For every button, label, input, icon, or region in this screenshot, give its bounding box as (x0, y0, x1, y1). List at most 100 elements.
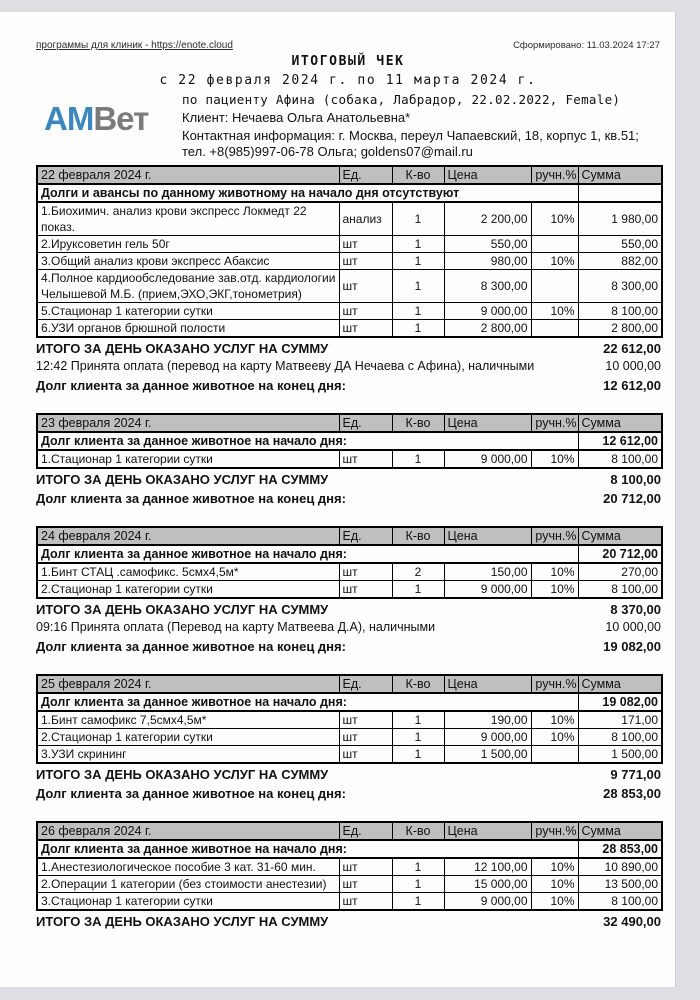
item-unit-cell: шт (338, 302, 393, 320)
day-total-label: ИТОГО ЗА ДЕНЬ ОКАЗАНО УСЛУГ НА СУММУ (36, 472, 329, 487)
item-sum-cell: 8 300,00 (577, 269, 663, 303)
item-manual-discount-cell: 10% (530, 728, 579, 746)
item-unit-cell: шт (338, 710, 393, 729)
table-row: 3.Общий анализ крови экспресс Абаксис шт 1… (36, 252, 663, 270)
column-header: ручн.% (530, 165, 579, 185)
item-name-cell: 3.УЗИ скрининг (36, 745, 340, 764)
item-manual-discount-cell: 10% (530, 710, 579, 729)
closing-balance-value: 19 082,00 (603, 639, 661, 654)
item-unit-cell: шт (338, 580, 393, 599)
receipt-page: программы для клиник - https://enote.clo… (0, 12, 676, 987)
item-qty-cell: 2 (391, 562, 445, 581)
item-sum-cell: 2 800,00 (577, 319, 663, 338)
payment-text: 12:42 Принята оплата (перевод на карту М… (36, 359, 535, 373)
column-header: К-во (391, 165, 445, 185)
day-date-header: 23 февраля 2024 г. (36, 413, 340, 433)
item-name-cell: 3.Общий анализ крови экспресс Абаксис (36, 252, 340, 270)
item-sum-cell: 8 100,00 (577, 449, 663, 469)
item-qty-cell: 1 (391, 875, 445, 893)
item-manual-discount-cell: 10% (530, 449, 579, 469)
table-row: 2.Стационар 1 категории сутки шт 1 9 000,00… (36, 728, 663, 746)
table-header-row: 26 февраля 2024 г. Ед. К-во Цена ручн.% Сумма (36, 821, 663, 841)
item-unit-cell: анализ (338, 201, 393, 236)
payment-line: 12:42 Принята оплата (перевод на карту М… (36, 357, 661, 375)
logo-part-gray: Вет (93, 100, 149, 137)
item-manual-discount-cell: 10% (530, 857, 579, 876)
item-price-cell: 9 000,00 (443, 449, 532, 469)
closing-balance-label: Долг клиента за данное животное на конец… (36, 378, 346, 393)
table-row: 2.Стационар 1 категории сутки шт 1 9 000,00… (36, 580, 663, 599)
column-header: Цена (443, 821, 532, 841)
item-name-cell: 2.Стационар 1 категории сутки (36, 580, 340, 599)
day-table: 25 февраля 2024 г. Ед. К-во Цена ручн.% Сумма… (36, 674, 663, 764)
day-table: 23 февраля 2024 г. Ед. К-во Цена ручн.% Сумма… (36, 413, 663, 469)
opening-balance-value: 12 612,00 (577, 431, 663, 451)
day-total-value: 22 612,00 (603, 341, 661, 356)
opening-balance-label: Долг клиента за данное животное на начал… (36, 431, 579, 451)
item-qty-cell: 1 (391, 302, 445, 320)
item-name-cell: 2.Стационар 1 категории сутки (36, 728, 340, 746)
item-manual-discount-cell: 10% (530, 302, 579, 320)
item-price-cell: 550,00 (443, 235, 532, 253)
item-qty-cell: 1 (391, 745, 445, 764)
table-row: 5.Стационар 1 категории сутки шт 1 9 000,00… (36, 302, 663, 320)
day-total-value: 8 100,00 (610, 472, 661, 487)
report-period: с 22 февраля 2024 г. по 11 марта 2024 г. (159, 73, 537, 88)
column-header: Ед. (338, 165, 393, 185)
column-header: Ед. (338, 526, 393, 546)
table-row: 1.Бинт СТАЦ .самофикс. 5смх4,5м* шт 2 150,0… (36, 562, 663, 581)
table-row: 3.Стационар 1 категории сутки шт 1 9 000,00… (36, 892, 663, 911)
item-manual-discount-cell: 10% (530, 562, 579, 581)
day-sections-container: 22 февраля 2024 г. Ед. К-во Цена ручн.% Сумма… (36, 165, 663, 930)
item-unit-cell: шт (338, 875, 393, 893)
column-header: ручн.% (530, 526, 579, 546)
item-sum-cell: 270,00 (577, 562, 663, 581)
item-manual-discount-cell (530, 235, 579, 253)
day-table: 24 февраля 2024 г. Ед. К-во Цена ручн.% Сумма… (36, 526, 663, 599)
item-qty-cell: 1 (391, 449, 445, 469)
item-sum-cell: 1 980,00 (577, 201, 663, 236)
day-total-label: ИТОГО ЗА ДЕНЬ ОКАЗАНО УСЛУГ НА СУММУ (36, 914, 329, 929)
column-header: Сумма (577, 821, 663, 841)
item-sum-cell: 10 890,00 (577, 857, 663, 876)
item-manual-discount-cell: 10% (530, 252, 579, 270)
payment-value: 10 000,00 (605, 620, 661, 634)
day-date-header: 26 февраля 2024 г. (36, 821, 340, 841)
item-qty-cell: 1 (391, 857, 445, 876)
contact-line: Контактная информация: г. Москва, переул… (182, 128, 639, 159)
item-unit-cell: шт (338, 728, 393, 746)
table-row: 6.УЗИ органов брюшной полости шт 1 2 800,00… (36, 319, 663, 338)
opening-balance-row: Долги и авансы по данному животному на н… (36, 183, 663, 203)
page-title: ИТОГОВЫЙ ЧЕК (291, 54, 405, 69)
item-qty-cell: 1 (391, 235, 445, 253)
day-section: 26 февраля 2024 г. Ед. К-во Цена ручн.% Сумма… (36, 821, 663, 930)
table-header-row: 22 февраля 2024 г. Ед. К-во Цена ручн.% Сумма (36, 165, 663, 185)
top-bar: программы для клиник - https://enote.clo… (36, 40, 660, 51)
opening-balance-row: Долг клиента за данное животное на начал… (36, 839, 663, 859)
item-price-cell: 15 000,00 (443, 875, 532, 893)
item-unit-cell: шт (338, 235, 393, 253)
header-block: АМВет по пациенту Афина (собака, Лабрадо… (36, 92, 660, 160)
item-qty-cell: 1 (391, 580, 445, 599)
item-unit-cell: шт (338, 562, 393, 581)
item-unit-cell: шт (338, 449, 393, 469)
table-row: 1.Стационар 1 категории сутки шт 1 9 000,00… (36, 449, 663, 469)
item-name-cell: 1.Стационар 1 категории сутки (36, 449, 340, 469)
clinic-software-link[interactable]: программы для клиник - https://enote.clo… (36, 40, 233, 51)
item-manual-discount-cell (530, 319, 579, 338)
table-row: 1.Биохимич. анализ крови экспресс Локмед… (36, 201, 663, 236)
column-header: Цена (443, 674, 532, 694)
column-header: ручн.% (530, 413, 579, 433)
opening-balance-value: 28 853,00 (577, 839, 663, 859)
day-section: 25 февраля 2024 г. Ед. К-во Цена ручн.% Сумма… (36, 674, 663, 802)
opening-balance-label: Долг клиента за данное животное на начал… (36, 692, 579, 712)
item-price-cell: 9 000,00 (443, 302, 532, 320)
column-header: Ед. (338, 413, 393, 433)
clinic-logo: АМВет (44, 100, 149, 137)
day-section: 23 февраля 2024 г. Ед. К-во Цена ручн.% Сумма… (36, 413, 663, 507)
day-table: 22 февраля 2024 г. Ед. К-во Цена ручн.% Сумма… (36, 165, 663, 338)
closing-balance-value: 12 612,00 (603, 378, 661, 393)
table-row: 1.Анестезиологическое пособие 3 кат. 31-… (36, 857, 663, 876)
item-price-cell: 980,00 (443, 252, 532, 270)
table-row: 3.УЗИ скрининг шт 1 1 500,00 1 500,00 (36, 745, 663, 764)
